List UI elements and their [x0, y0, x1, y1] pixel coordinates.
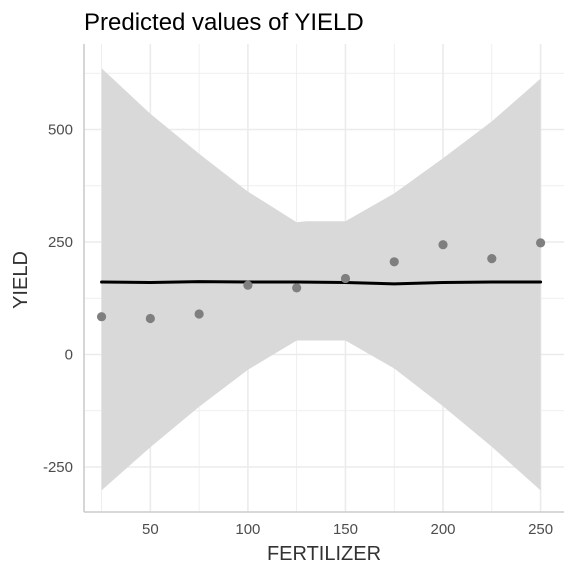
y-tick-label: -250	[43, 459, 73, 476]
prediction-line-layer	[102, 282, 541, 284]
data-point	[536, 238, 545, 247]
data-point	[97, 312, 106, 321]
data-point	[243, 281, 252, 290]
x-tick-label: 150	[333, 521, 358, 538]
y-tick-label: 0	[65, 347, 73, 364]
y-axis-title: YIELD	[10, 251, 32, 309]
x-axis-title: FERTILIZER	[267, 543, 381, 565]
data-point	[390, 257, 399, 266]
data-point	[292, 283, 301, 292]
data-point	[438, 240, 447, 249]
x-tick-label: 50	[142, 521, 159, 538]
confidence-band-layer	[102, 68, 541, 490]
y-tick-label: 250	[48, 234, 73, 251]
data-point	[341, 274, 350, 283]
x-tick-label: 100	[235, 521, 260, 538]
confidence-band	[102, 68, 541, 490]
y-tick-label: 500	[48, 122, 73, 139]
data-point	[146, 314, 155, 323]
x-tick-label: 200	[431, 521, 456, 538]
x-tick-label: 250	[528, 521, 553, 538]
chart-title: Predicted values of YIELD	[84, 9, 364, 36]
data-point	[195, 309, 204, 318]
prediction-line	[102, 282, 541, 284]
data-point	[487, 254, 496, 263]
